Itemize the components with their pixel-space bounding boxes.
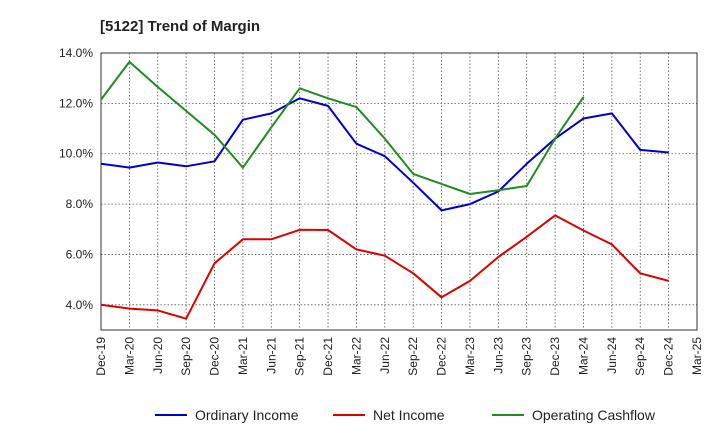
x-tick-label: Dec-23 [548, 337, 562, 376]
x-tick-label: Mar-22 [349, 337, 363, 375]
x-tick-label: Sep-22 [406, 337, 420, 376]
y-tick-label: 8.0% [66, 197, 94, 211]
x-tick-label: Mar-25 [690, 337, 704, 375]
plot-frame [100, 52, 698, 331]
x-tick-label: Jun-23 [491, 337, 505, 374]
x-tick-label: Dec-21 [321, 337, 335, 376]
legend-label: Operating Cashflow [532, 407, 656, 423]
x-tick-label: Dec-19 [94, 337, 108, 376]
x-tick-label: Mar-23 [463, 337, 477, 375]
x-tick-label: Sep-20 [179, 337, 193, 376]
x-tick-label: Mar-24 [576, 337, 590, 375]
chart-title: [5122] Trend of Margin [100, 18, 260, 35]
x-tick-label: Mar-20 [122, 337, 136, 375]
y-tick-label: 14.0% [59, 46, 93, 60]
x-tick-label: Jun-22 [378, 337, 392, 374]
legend-label: Ordinary Income [195, 407, 299, 423]
grid-layer [101, 53, 697, 330]
x-tick-label: Dec-20 [208, 337, 222, 376]
legend-label: Net Income [373, 407, 445, 423]
x-tick-label: Jun-20 [151, 337, 165, 374]
y-tick-label: 10.0% [59, 147, 93, 161]
y-tick-label: 12.0% [59, 96, 93, 110]
series-line-ordinary-income [100, 97, 669, 212]
x-tick-label: Dec-22 [435, 337, 449, 376]
y-tick-label: 4.0% [66, 298, 94, 312]
series-layer [100, 60, 669, 320]
series-line-net-income [100, 214, 669, 320]
series-line-operating-cashflow [100, 60, 585, 195]
legend: Ordinary Income Net Income Operating Cashf… [155, 407, 656, 423]
x-tick-label: Jun-21 [264, 337, 278, 374]
x-tick-label: Mar-21 [236, 337, 250, 375]
axis-layer: 4.0% 6.0% 8.0% 10.0% 12.0% 14.0% Dec-19 Mar-20 J… [59, 46, 704, 376]
x-tick-label: Dec-24 [662, 337, 676, 376]
x-tick-label: Jun-24 [605, 337, 619, 374]
y-tick-label: 6.0% [66, 247, 94, 261]
x-tick-label: Sep-21 [293, 337, 307, 376]
x-tick-label: Sep-24 [633, 337, 647, 376]
x-tick-label: Sep-23 [520, 337, 534, 376]
